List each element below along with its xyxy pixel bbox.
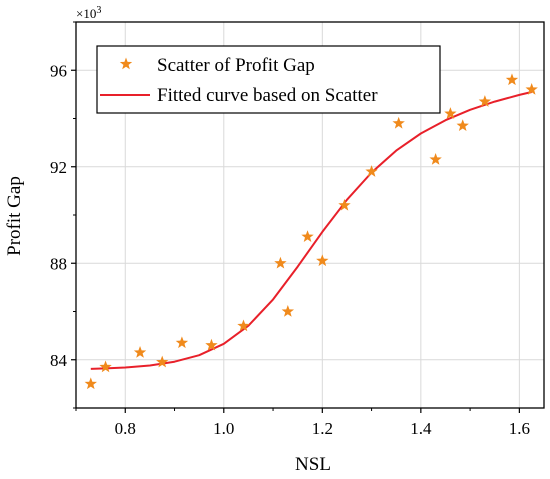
x-axis-label: NSL [295, 454, 331, 475]
x-tick-label: 1.4 [410, 419, 432, 438]
scatter-point [478, 95, 492, 107]
scatter-point [429, 153, 442, 165]
scatter-point [301, 230, 314, 242]
scatter-point [505, 73, 519, 86]
legend-star-icon [119, 57, 133, 70]
scatter-point [99, 360, 112, 373]
y-multiplier-exponent: 3 [96, 5, 101, 16]
scatter-point [175, 336, 189, 349]
scatter-point [444, 107, 457, 119]
scatter-point [365, 165, 378, 177]
scatter-point [133, 346, 147, 358]
scatter-point [316, 254, 329, 267]
scatter-point [525, 83, 538, 95]
scatter-point [281, 305, 295, 317]
legend-box [96, 45, 441, 114]
ticks: 0.8 1.0 1.2 1.4 1.6 84 88 92 96 [50, 21, 530, 438]
y-axis-label: Profit Gap [4, 176, 25, 256]
y-tick-label: 92 [50, 158, 67, 177]
scatter-point [274, 256, 287, 269]
scatter-point [156, 355, 169, 368]
x-tick-label: 0.8 [115, 419, 136, 438]
scatter-point [84, 377, 97, 390]
x-tick-label: 1.6 [509, 419, 530, 438]
legend-curve-label: Fitted curve based on Scatter [157, 85, 378, 106]
x-tick-label: 1.0 [213, 419, 234, 438]
scatter-point [237, 319, 250, 332]
x-tick-label: 1.2 [312, 419, 333, 438]
y-multiplier: ×103 [76, 5, 101, 21]
fitted-curve-layer [90, 91, 532, 370]
scatter-point [338, 198, 351, 211]
y-tick-label: 84 [50, 351, 68, 370]
legend: Scatter of Profit Gap Fitted curve based … [96, 45, 441, 114]
scatter-points-layer [84, 73, 538, 390]
y-tick-label: 96 [50, 61, 67, 80]
scatter-point [456, 119, 469, 131]
scatter-point [205, 338, 218, 351]
fitted-curve [90, 91, 532, 370]
y-tick-label: 88 [50, 254, 67, 273]
scatter-point [392, 116, 405, 129]
legend-scatter-label: Scatter of Profit Gap [157, 55, 315, 76]
